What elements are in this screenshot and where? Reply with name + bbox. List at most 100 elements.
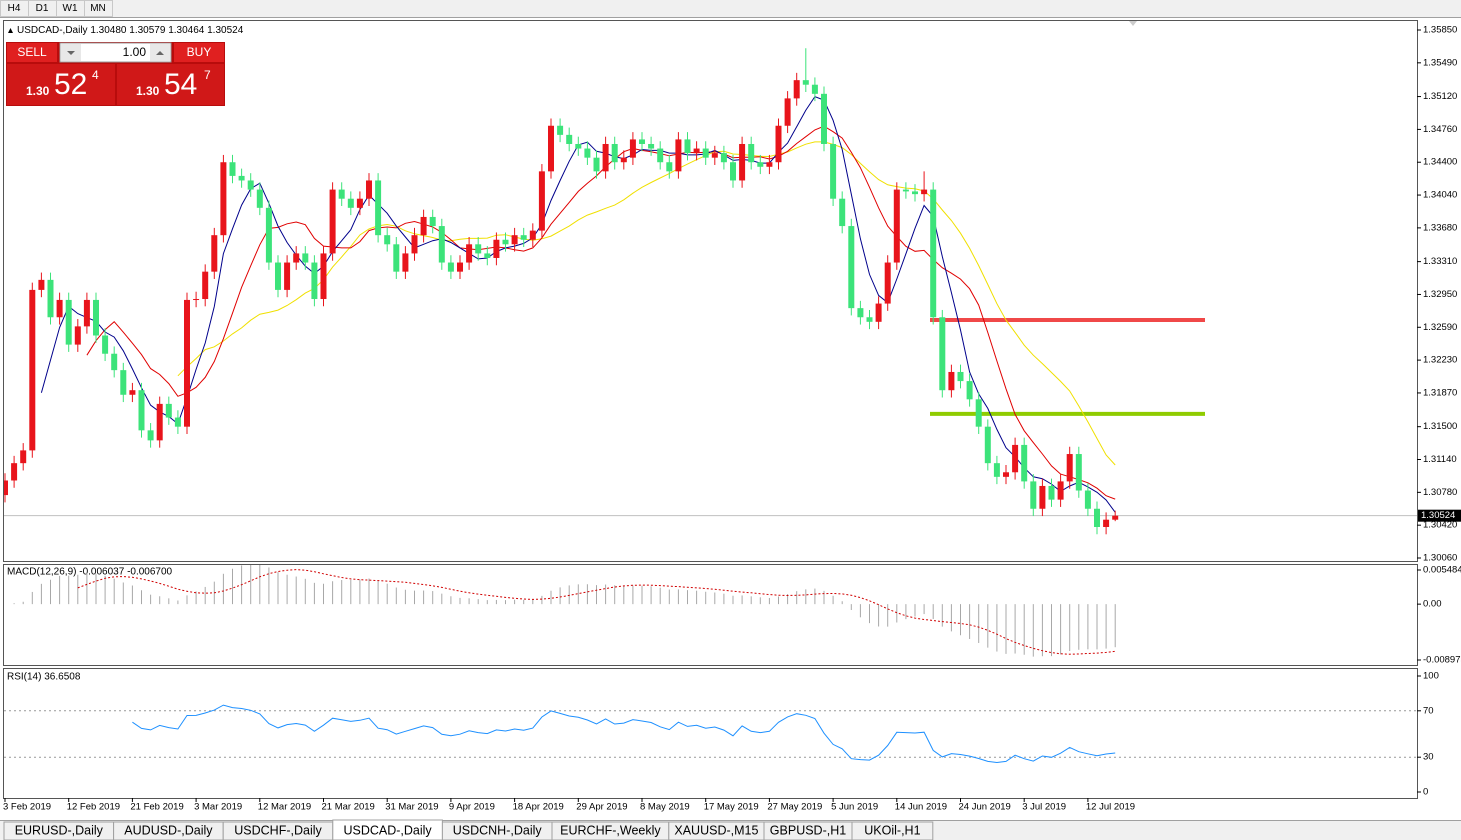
candle-body: [83, 299, 90, 327]
candle-body: [975, 399, 982, 427]
candle-body: [730, 162, 736, 181]
candle-body: [648, 143, 655, 149]
candle-body: [47, 279, 54, 318]
toolbar: [0, 0, 1461, 17]
timeframe-label: D1: [36, 3, 49, 14]
candle-body: [984, 426, 991, 464]
buy-price-box[interactable]: [117, 64, 224, 105]
candle-body: [20, 450, 27, 464]
candle-body: [457, 262, 463, 272]
y-tick-label: 1.32230: [1423, 355, 1457, 366]
candle-body: [848, 226, 855, 309]
candle-body: [802, 80, 809, 85]
candle-body: [584, 148, 591, 158]
candle-body: [702, 148, 709, 158]
candle-body: [484, 253, 491, 258]
candle-body: [4, 480, 8, 496]
candle-body: [74, 326, 81, 345]
moving-average: [177, 141, 1116, 466]
candle-body: [538, 171, 545, 231]
candle-body: [912, 191, 918, 195]
candle-body: [56, 299, 63, 318]
timeframe-tab[interactable]: [84, 0, 113, 17]
candle-body: [138, 390, 145, 431]
trade-panel: SELL BUY 1.00 1.30 52 4 1.30 54 7: [6, 42, 225, 106]
candle-body: [957, 371, 964, 382]
candle-body: [193, 299, 200, 301]
candle-body: [156, 403, 163, 441]
candle-body: [356, 198, 363, 208]
current-price-tag: [1418, 509, 1461, 522]
symbol-tab-label: GBPUSD-,H1: [770, 823, 846, 837]
candle-body: [639, 139, 645, 144]
x-tick-label: 9 Apr 2019: [449, 802, 495, 813]
candle-body: [302, 253, 309, 263]
rsi-layer: [4, 704, 1417, 764]
lot-value: 1.00: [123, 45, 147, 59]
symbol-tab-label: XAUUSD-,M15: [674, 823, 758, 837]
candle-body: [174, 417, 181, 427]
candle-body: [229, 162, 236, 176]
candle-body: [557, 125, 564, 135]
candle-body: [684, 139, 691, 154]
candle-body: [775, 125, 782, 163]
candle-body: [1103, 519, 1110, 527]
candle-body: [602, 143, 609, 172]
sell-price-box[interactable]: [7, 64, 115, 105]
candle-body: [1112, 515, 1119, 520]
candle-body: [720, 153, 727, 163]
price-panel: [3, 20, 1418, 562]
candle-body: [784, 98, 791, 126]
candle-body: [265, 207, 272, 263]
candle-body: [1030, 481, 1037, 509]
sell-label: SELL: [17, 45, 47, 59]
candle-body: [65, 299, 72, 345]
candle-body: [711, 153, 718, 158]
candle-body: [1039, 485, 1046, 509]
candle-body: [1003, 472, 1009, 477]
candle-body: [593, 157, 600, 172]
lot-input[interactable]: [59, 42, 172, 63]
candle-body: [93, 299, 99, 336]
y-tick-label: 1.31500: [1423, 421, 1457, 432]
sell-button[interactable]: [7, 43, 57, 62]
candle-body: [666, 162, 673, 172]
candle-body: [811, 84, 818, 94]
candle-body: [884, 262, 891, 304]
candle-body: [384, 235, 391, 245]
candle-body: [347, 198, 354, 208]
buy-label: BUY: [187, 45, 212, 59]
x-tick-label: 17 May 2019: [704, 802, 759, 813]
candle-body: [38, 279, 45, 290]
candle-body: [411, 235, 418, 254]
candle-body: [165, 403, 172, 418]
rsi-tick-label: 30: [1423, 752, 1434, 763]
macd-tick-label: 0.005484: [1423, 565, 1461, 576]
candle-body: [184, 299, 190, 427]
candle-body: [830, 143, 837, 199]
symbol-tab-label: UKOil-,H1: [864, 823, 920, 837]
candle-body: [1048, 485, 1055, 500]
candle-body: [375, 180, 382, 236]
y-tick-label: 1.34760: [1423, 124, 1457, 135]
symbol-tab[interactable]: [851, 821, 934, 840]
rsi-tick-label: 70: [1423, 705, 1434, 716]
macd-tick-label: 0.00: [1423, 599, 1442, 610]
candle-body: [757, 162, 764, 167]
y-tick-label: 1.33680: [1423, 222, 1457, 233]
y-tick-label: 1.35120: [1423, 91, 1457, 102]
candle-body: [120, 370, 127, 395]
lot-down-icon: [67, 51, 75, 55]
candle-body: [739, 143, 746, 181]
buy-button[interactable]: [174, 43, 224, 62]
candle-body: [866, 317, 873, 322]
quote: 1.30480 1.30579 1.30464 1.30524: [90, 25, 243, 36]
candle-body: [966, 381, 973, 400]
candle-body: [1057, 481, 1064, 500]
candle-body: [329, 189, 336, 254]
x-tick-label: 18 Apr 2019: [513, 802, 564, 813]
candle-body: [939, 317, 946, 391]
candle-body: [1084, 490, 1091, 509]
